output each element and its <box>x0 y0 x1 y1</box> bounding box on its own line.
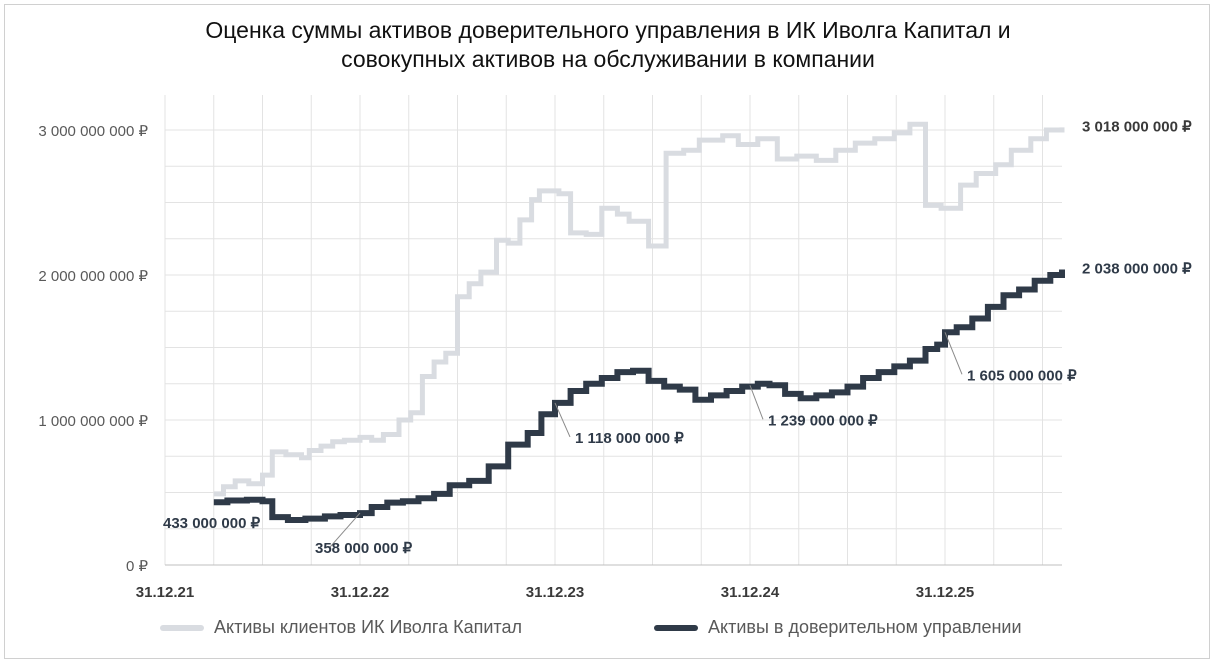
annotation-leader-line <box>329 512 361 548</box>
legend-item-trust: Активы в доверительном управлении <box>654 617 1022 638</box>
x-tick-label: 31.12.22 <box>331 584 389 601</box>
x-tick-label: 31.12.24 <box>721 584 780 601</box>
legend-label-clients: Активы клиентов ИК Иволга Капитал <box>214 617 522 637</box>
legend-swatch-trust <box>654 624 698 631</box>
chart-legend: Активы клиентов ИК Иволга Капитал Активы… <box>0 617 1216 641</box>
legend-swatch-clients <box>160 624 204 631</box>
x-tick-label: 31.12.25 <box>916 584 974 601</box>
y-tick-label: 2 000 000 000 ₽ <box>38 268 148 285</box>
annotation-leader-line <box>554 402 571 438</box>
x-tick-label: 31.12.23 <box>526 584 584 601</box>
data-label: 1 118 000 000 ₽ <box>575 430 684 447</box>
chart-title: Оценка суммы активов доверительного упра… <box>0 16 1216 74</box>
y-tick-label: 1 000 000 000 ₽ <box>38 413 148 430</box>
data-label: 2 038 000 000 ₽ <box>1082 260 1192 277</box>
data-label: 1 605 000 000 ₽ <box>967 367 1077 384</box>
data-label: 358 000 000 ₽ <box>315 540 413 557</box>
chart-frame <box>4 4 1210 659</box>
data-label: 1 239 000 000 ₽ <box>768 412 878 429</box>
series-line-clients <box>213 121 1065 497</box>
annotation-leader-line <box>944 332 963 375</box>
annotation-leader-line <box>749 385 764 420</box>
y-tick-label: 3 000 000 000 ₽ <box>38 123 148 140</box>
data-label: 3 018 000 000 ₽ <box>1082 118 1192 135</box>
legend-item-clients: Активы клиентов ИК Иволга Капитал <box>160 617 522 638</box>
data-label: 433 000 000 ₽ <box>163 515 261 532</box>
series-line-trust <box>213 269 1065 523</box>
x-tick-label: 31.12.21 <box>136 584 194 601</box>
chart-title-line-2: совокупных активов на обслуживании в ком… <box>341 46 875 72</box>
chart-title-line-1: Оценка суммы активов доверительного упра… <box>205 17 1011 43</box>
legend-label-trust: Активы в доверительном управлении <box>708 617 1022 637</box>
y-tick-label: 0 ₽ <box>126 558 149 575</box>
